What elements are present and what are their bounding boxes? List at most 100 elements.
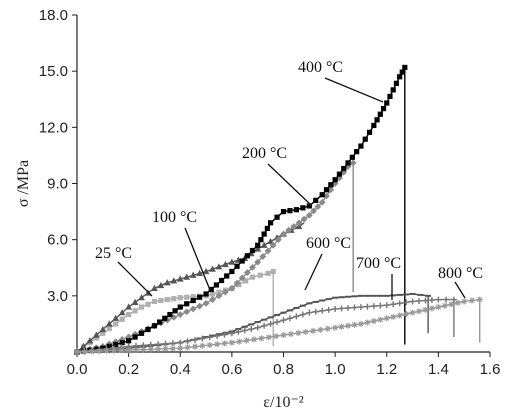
data-point: [151, 284, 158, 291]
series-label: 800 °C: [438, 265, 483, 282]
data-point: [327, 186, 335, 194]
data-point: [461, 298, 468, 305]
data-point: [362, 136, 368, 142]
series-annotation-6: 800 °C: [438, 265, 483, 299]
data-point: [443, 296, 450, 303]
data-point: [259, 253, 267, 260]
data-point: [151, 298, 158, 305]
data-point: [265, 270, 271, 276]
data-point: [399, 69, 405, 75]
data-point: [176, 311, 184, 318]
data-point: [258, 335, 265, 342]
data-point: [351, 321, 358, 328]
data-point: [325, 306, 332, 313]
data-point: [202, 267, 210, 275]
data-point: [416, 297, 423, 304]
data-point: [215, 292, 223, 300]
data-point: [280, 317, 287, 324]
y-tick-label: 3.0: [47, 288, 68, 305]
series-6: [74, 296, 483, 355]
data-point: [163, 279, 171, 286]
data-point: [323, 187, 330, 193]
data-point: [267, 320, 274, 327]
data-point: [305, 211, 313, 219]
data-point: [214, 341, 221, 348]
data-point: [396, 300, 403, 307]
data-point: [254, 324, 261, 331]
data-point: [140, 346, 147, 353]
data-point: [170, 313, 178, 321]
data-point: [214, 332, 221, 339]
data-point: [138, 330, 145, 336]
data-point: [370, 303, 377, 310]
data-point: [119, 340, 125, 346]
data-point: [435, 304, 442, 311]
data-point: [357, 320, 364, 327]
data-point: [171, 296, 177, 302]
x-tick-label: 0.8: [273, 361, 294, 378]
data-point: [403, 299, 410, 306]
data-point: [416, 308, 423, 315]
data-point: [189, 271, 197, 278]
data-point: [390, 87, 396, 93]
data-point: [192, 343, 198, 350]
data-point: [306, 309, 313, 316]
x-tick-label: 0.0: [67, 361, 88, 378]
data-point: [435, 296, 442, 303]
data-point: [213, 282, 219, 288]
data-point: [125, 303, 133, 310]
y-axis-label: σ /MPa: [15, 160, 32, 207]
data-point: [184, 344, 191, 351]
series-3: [74, 64, 408, 355]
data-point: [409, 298, 416, 305]
data-point: [306, 203, 312, 209]
data-point: [264, 225, 270, 232]
series-annotation-3: 400 °C: [298, 59, 384, 103]
data-point: [448, 301, 455, 308]
data-point: [184, 294, 190, 300]
data-point: [162, 315, 168, 321]
data-point: [318, 198, 326, 206]
data-point: [300, 205, 306, 211]
data-point: [206, 342, 213, 349]
series-5: [74, 296, 457, 355]
data-point: [270, 268, 276, 275]
y-tick-label: 9.0: [47, 176, 68, 193]
data-point: [273, 333, 280, 340]
data-point: [293, 207, 300, 213]
data-point: [192, 336, 198, 343]
data-point: [393, 80, 400, 86]
data-point: [228, 284, 236, 292]
data-point: [238, 274, 246, 282]
data-point: [267, 220, 274, 226]
data-point: [169, 340, 176, 347]
data-point: [183, 308, 191, 316]
data-point: [357, 304, 364, 311]
data-point: [162, 345, 169, 352]
data-point: [319, 192, 325, 198]
data-point: [203, 291, 209, 297]
data-point: [105, 320, 113, 327]
data-point: [402, 64, 408, 71]
data-point: [206, 334, 213, 341]
data-point: [280, 332, 287, 339]
data-point: [331, 180, 339, 187]
data-point: [190, 297, 196, 304]
data-point: [184, 338, 191, 345]
data-point: [324, 325, 331, 332]
data-point: [390, 301, 397, 308]
data-point: [254, 245, 262, 252]
data-point: [74, 349, 80, 355]
labels: ε/10⁻² σ /MPa: [15, 160, 304, 411]
data-point: [261, 322, 268, 329]
y-tick-label: 18.0: [39, 7, 68, 24]
series-label: 25 °C: [95, 245, 132, 262]
data-point: [199, 342, 206, 349]
data-point: [383, 315, 390, 322]
data-point: [328, 182, 334, 188]
data-point: [302, 328, 309, 335]
leader-line: [184, 227, 211, 291]
series-annotation-5: 700 °C: [356, 255, 401, 300]
data-point: [81, 348, 88, 355]
series-label: 600 °C: [306, 235, 351, 252]
